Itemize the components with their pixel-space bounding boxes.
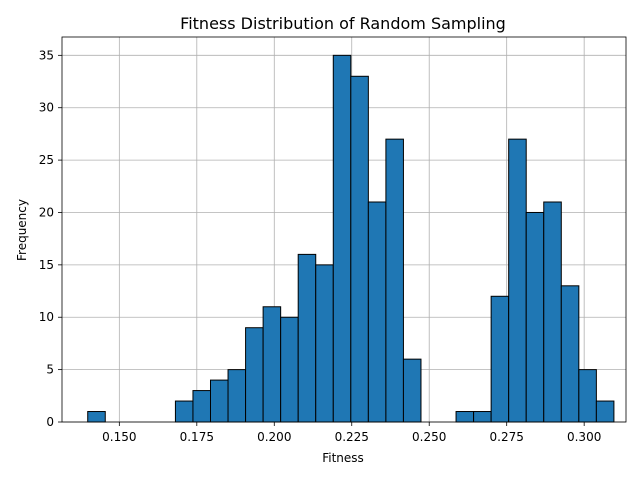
- y-axis-label: Frequency: [15, 199, 29, 261]
- chart-title: Fitness Distribution of Random Sampling: [180, 14, 506, 33]
- x-tick-label: 0.200: [257, 430, 291, 444]
- plot-frame: [61, 36, 627, 423]
- histogram-bar: [578, 369, 597, 423]
- histogram-bar: [508, 138, 527, 423]
- x-tick-label: 0.300: [567, 430, 601, 444]
- x-tick-label: 0.150: [102, 430, 136, 444]
- histogram-bar: [455, 411, 475, 423]
- histogram-bar: [367, 201, 387, 423]
- histogram-bar: [209, 379, 229, 423]
- histogram-bar: [174, 400, 194, 423]
- histogram-bar: [332, 54, 352, 423]
- histogram-bar: [402, 358, 422, 423]
- y-tick-label: 15: [39, 258, 54, 272]
- x-tick-label: 0.275: [490, 430, 524, 444]
- histogram-bar: [525, 211, 545, 423]
- histogram-bars: [87, 54, 615, 423]
- histogram-bar: [490, 295, 510, 423]
- x-tick-label: 0.225: [335, 430, 369, 444]
- histogram-bar: [473, 411, 492, 423]
- x-axis-label: Fitness: [322, 451, 364, 465]
- histogram-bar: [245, 327, 264, 423]
- histogram-bar: [560, 285, 580, 423]
- x-tick-label: 0.175: [180, 430, 214, 444]
- histogram-bar: [297, 253, 317, 423]
- histogram-bar: [262, 306, 282, 423]
- histogram-bar: [315, 264, 334, 423]
- histogram-bar: [543, 201, 562, 423]
- y-tick-label: 20: [39, 205, 54, 219]
- y-tick-label: 10: [39, 310, 54, 324]
- axis-ticks: 0.150 0.175 0.200 0.225 0.250 0.275 0.300 0 5 10 1…: [39, 48, 602, 444]
- y-tick-label: 35: [39, 48, 54, 62]
- histogram-bar: [280, 316, 299, 423]
- histogram-bar: [595, 400, 615, 423]
- histogram-bar: [227, 369, 247, 423]
- histogram-bar: [385, 138, 404, 423]
- y-tick-label: 25: [39, 153, 54, 167]
- y-tick-label: 5: [46, 363, 54, 377]
- y-tick-label: 0: [46, 415, 54, 429]
- histogram-bar: [350, 75, 369, 423]
- y-tick-label: 30: [39, 101, 54, 115]
- histogram-bar: [87, 411, 106, 423]
- histogram-bar: [192, 390, 211, 423]
- x-tick-label: 0.250: [412, 430, 446, 444]
